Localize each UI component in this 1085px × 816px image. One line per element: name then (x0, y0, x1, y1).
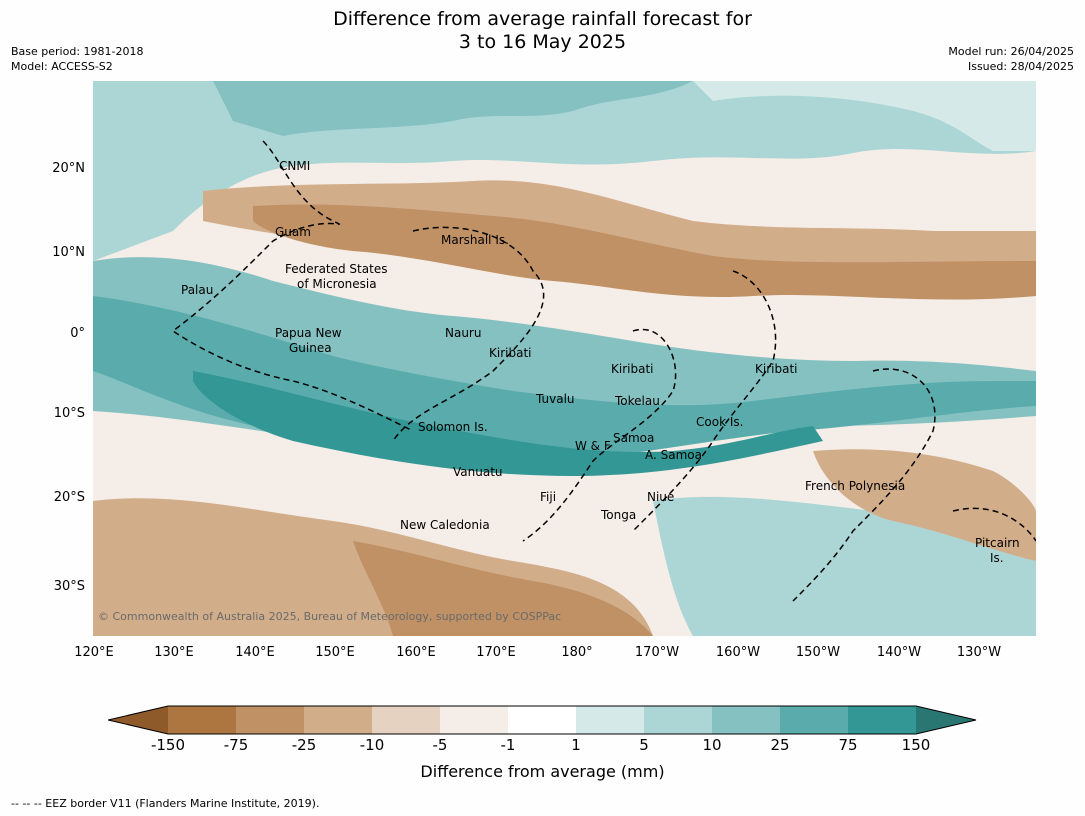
title-line-1: Difference from average rainfall forecas… (333, 8, 752, 30)
swatch-10 (780, 706, 848, 734)
label-niue: Niue (647, 490, 675, 504)
cb-label-7: 5 (639, 736, 649, 754)
base-period: Base period: 1981-2018 (11, 45, 144, 58)
map-title: Difference from average rainfall forecas… (0, 8, 1085, 54)
cb-label-4: -5 (432, 736, 448, 754)
cb-label-5: -1 (500, 736, 516, 754)
label-pitcairn-line1: Pitcairn (975, 536, 1020, 550)
lon-tick-150w: 150°W (795, 645, 841, 660)
lat-tick-10n: 10°N (52, 245, 85, 260)
swatch-6 (508, 706, 576, 734)
cb-label-6: 1 (571, 736, 581, 754)
swatch-2 (236, 706, 304, 734)
lon-tick-160e: 160°E (396, 645, 436, 660)
label-vanuatu: Vanuatu (453, 465, 503, 479)
lon-tick-130w: 130°W (956, 645, 1002, 660)
lon-tick-170e: 170°E (476, 645, 516, 660)
eez-legend-note: -- -- -- EEZ border V11 (Flanders Marine… (11, 797, 320, 810)
label-kiribati-west: Kiribati (489, 346, 532, 360)
label-fiji: Fiji (540, 490, 557, 504)
cb-label-0: -150 (150, 736, 186, 754)
cb-label-11: 150 (901, 736, 931, 754)
swatch-8 (644, 706, 712, 734)
label-american-samoa: A. Samoa (645, 448, 702, 462)
model-name: Model: ACCESS-S2 (11, 60, 113, 73)
label-tuvalu: Tuvalu (536, 392, 575, 406)
swatch-9 (712, 706, 780, 734)
rainfall-map: CNMI Guam Marshall Is. Federated States … (93, 81, 1036, 636)
lon-tick-130e: 130°E (154, 645, 194, 660)
colorbar (107, 705, 978, 739)
label-marshall-islands: Marshall Is. (441, 233, 509, 247)
swatch-below-min (108, 706, 168, 734)
label-french-polynesia: French Polynesia (805, 479, 906, 493)
colorbar-title: Difference from average (mm) (420, 762, 665, 781)
cb-label-8: 10 (702, 736, 722, 754)
lat-tick-20n: 20°N (52, 161, 85, 176)
lon-tick-180: 180° (561, 645, 593, 660)
swatch-3 (304, 706, 372, 734)
label-palau: Palau (181, 283, 214, 297)
cb-label-1: -75 (223, 736, 249, 754)
colorbar-swatches (107, 705, 977, 735)
label-guam: Guam (275, 225, 311, 239)
rainfall-contours (93, 81, 1036, 636)
cb-label-2: -25 (291, 736, 317, 754)
cb-label-10: 75 (838, 736, 858, 754)
label-fsm-line1: Federated States (285, 262, 388, 276)
label-kiribati-central: Kiribati (611, 362, 654, 376)
label-fsm-line2: of Micronesia (297, 277, 377, 291)
lat-tick-10s: 10°S (53, 406, 85, 421)
meta-left: Base period: 1981-2018 Model: ACCESS-S2 (11, 44, 143, 74)
meta-right: Model run: 26/04/2025 Issued: 28/04/2025 (948, 44, 1074, 74)
title-line-2: 3 to 16 May 2025 (458, 31, 627, 53)
label-cook-islands: Cook Is. (696, 415, 744, 429)
label-png-line2: Guinea (289, 341, 332, 355)
lon-tick-140e: 140°E (235, 645, 275, 660)
cb-label-3: -10 (359, 736, 385, 754)
label-pitcairn-line2: Is. (990, 551, 1004, 565)
label-wallis-futuna: W & F (575, 439, 611, 453)
label-nauru: Nauru (445, 326, 482, 340)
label-cnmi: CNMI (279, 159, 311, 173)
lon-tick-120e: 120°E (74, 645, 114, 660)
label-png-line1: Papua New (275, 326, 342, 340)
model-run: Model run: 26/04/2025 (948, 45, 1074, 58)
label-kiribati-east: Kiribati (755, 362, 798, 376)
copyright-notice: © Commonwealth of Australia 2025, Bureau… (98, 610, 562, 623)
swatch-4 (372, 706, 440, 734)
label-new-caledonia: New Caledonia (400, 518, 490, 532)
lon-tick-140w: 140°W (876, 645, 922, 660)
issued-date: Issued: 28/04/2025 (967, 60, 1074, 73)
lat-tick-0: 0° (70, 326, 85, 341)
label-samoa: Samoa (613, 431, 655, 445)
swatch-5 (440, 706, 508, 734)
lat-tick-30s: 30°S (53, 579, 85, 594)
lon-tick-160w: 160°W (715, 645, 761, 660)
lon-tick-170w: 170°W (634, 645, 680, 660)
swatch-11 (848, 706, 916, 734)
label-tokelau: Tokelau (615, 394, 660, 408)
lon-tick-150e: 150°E (315, 645, 355, 660)
cb-label-9: 25 (770, 736, 790, 754)
swatch-7 (576, 706, 644, 734)
label-solomon-islands: Solomon Is. (418, 420, 488, 434)
swatch-above-max (916, 706, 976, 734)
swatch-1 (168, 706, 236, 734)
lat-tick-20s: 20°S (53, 490, 85, 505)
label-tonga: Tonga (601, 508, 637, 522)
